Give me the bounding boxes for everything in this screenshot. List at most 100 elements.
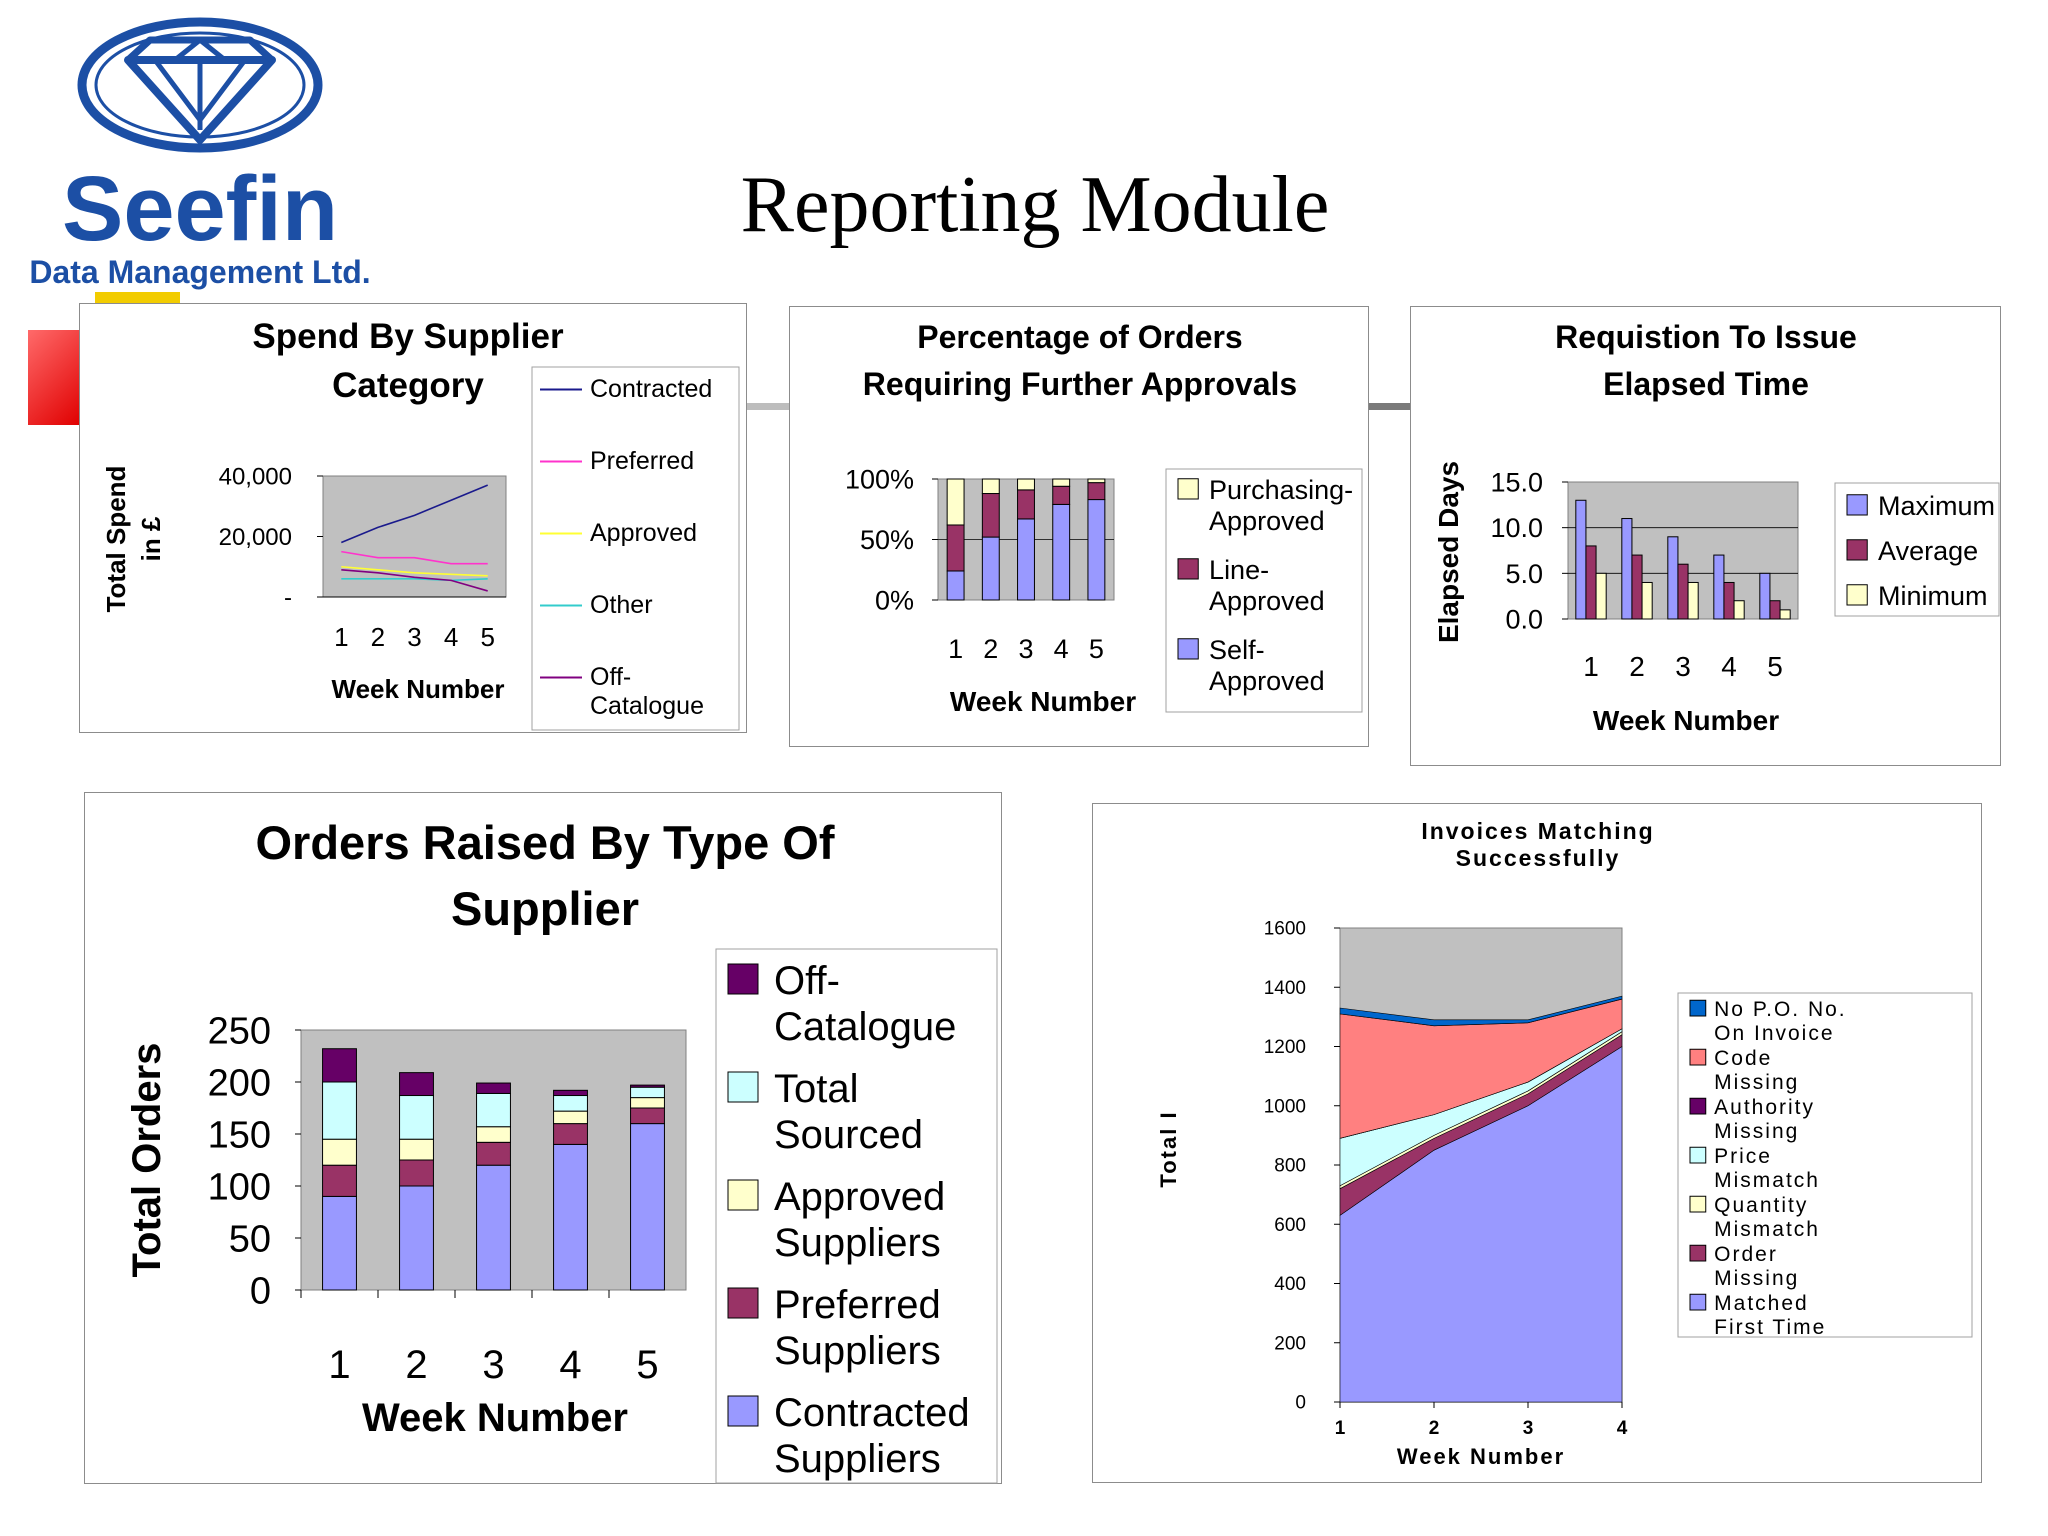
legend-label: Average — [1878, 536, 1978, 566]
legend-swatch — [1689, 1244, 1707, 1262]
bar-segment — [630, 1097, 665, 1109]
x-axis-label: Week Number — [362, 1396, 628, 1440]
x-axis-label: Week Number — [1593, 705, 1779, 736]
x-tick-label: 4 — [559, 1343, 581, 1387]
y-tick-label: 0.0 — [1505, 604, 1543, 634]
legend-label: Code — [1714, 1047, 1772, 1070]
bar-segment — [322, 1164, 357, 1197]
bar-segment — [476, 1126, 511, 1143]
y-axis-label: Total I — [1156, 1110, 1181, 1187]
x-tick-label: 3 — [482, 1343, 504, 1387]
spend-by-supplier-chart: - 20,000 40,000 1 2 3 4 5 Spend By Supplier Categ… — [101, 317, 740, 731]
bar-segment — [1052, 478, 1071, 487]
bar-segment — [322, 1138, 357, 1166]
decorative-bar — [95, 292, 180, 306]
legend-swatch — [727, 963, 759, 995]
series-line — [341, 578, 488, 582]
logo-name: Seefin — [62, 158, 338, 260]
bar-segment — [630, 1086, 665, 1099]
legend-label: Suppliers — [774, 1221, 941, 1265]
y-tick-label: 1200 — [1264, 1037, 1306, 1058]
legend-label: Authority — [1714, 1096, 1815, 1119]
y-tick-label: 100% — [845, 464, 914, 494]
bar-segment — [553, 1143, 588, 1291]
invoices-matching-chart: 0 200 400 600 800 1000 1200 1400 1600 1 2 3 4 Invoice… — [1156, 818, 1973, 1469]
x-tick-label: 5 — [480, 622, 494, 652]
logo-tagline: Data Management Ltd. — [29, 254, 370, 290]
legend-label: Off- — [774, 959, 840, 1003]
chart-title: Supplier — [451, 882, 639, 935]
x-tick-label: 1 — [948, 634, 963, 664]
y-axis-label: Total Spend — [101, 466, 131, 613]
legend-label: Mismatch — [1714, 1218, 1820, 1241]
y-tick-label: 5.0 — [1505, 559, 1543, 589]
legend-box — [1677, 992, 1973, 1338]
legend-swatch — [727, 1395, 759, 1427]
chart-title: Requistion To Issue — [1555, 319, 1857, 355]
chart-title: Successfully — [1456, 845, 1621, 871]
page-title: Reporting Module — [740, 161, 1330, 249]
bar-segment — [476, 1092, 511, 1128]
y-tick-label: 150 — [208, 1114, 271, 1156]
bar-segment — [1087, 482, 1106, 501]
bar-segment — [630, 1123, 665, 1291]
x-tick-label: 4 — [1617, 1418, 1628, 1439]
chart-panel-approvals: 0% 50% 100% 1 2 3 4 5 Percentage of Orders Requir… — [789, 306, 1369, 747]
legend-label: Total — [774, 1067, 859, 1111]
legend-label: Other — [590, 591, 653, 619]
legend-swatch — [1689, 999, 1707, 1017]
bar-segment — [946, 570, 965, 601]
chart-panel-elapsed: 0.0 5.0 10.0 15.0 1 2 3 4 5 Requistion To Issue El… — [1410, 306, 2001, 766]
legend-swatch — [1177, 558, 1199, 580]
y-tick-label: 600 — [1274, 1215, 1306, 1236]
bar-segment — [1052, 485, 1071, 505]
legend-label: Sourced — [774, 1113, 923, 1157]
y-tick-label: 200 — [208, 1062, 271, 1104]
bar-segment — [553, 1089, 588, 1097]
legend-swatch — [1689, 1097, 1707, 1115]
legend-label: Missing — [1714, 1267, 1799, 1290]
legend-box — [1165, 468, 1363, 713]
series-line — [341, 565, 488, 577]
y-tick-label: 1400 — [1264, 978, 1306, 999]
bar-segment — [322, 1195, 357, 1291]
bar-segment — [1017, 489, 1035, 520]
bar-segment — [322, 1081, 357, 1140]
legend-label: Preferred — [774, 1283, 941, 1327]
bar-segment — [399, 1159, 434, 1187]
y-tick-label: 10.0 — [1490, 513, 1543, 543]
legend-label: Line- — [1209, 555, 1269, 585]
x-tick-label: 3 — [407, 622, 421, 652]
x-axis-label: Week Number — [332, 674, 505, 704]
bar-segment — [630, 1107, 665, 1125]
bar-segment — [553, 1123, 588, 1145]
x-tick-label: 3 — [1675, 651, 1691, 682]
area-series — [1339, 995, 1623, 1027]
decorative-square — [28, 330, 80, 425]
y-axis-label: in £ — [136, 516, 166, 561]
legend-swatch — [727, 1071, 759, 1103]
legend-swatch — [1689, 1195, 1707, 1213]
bar — [1779, 609, 1791, 620]
bar — [1677, 563, 1689, 620]
diamond-logo-icon — [77, 17, 323, 153]
legend-swatch — [1846, 584, 1868, 606]
bar-segment — [399, 1138, 434, 1161]
legend-label: Contracted — [774, 1391, 970, 1435]
legend-swatch — [1689, 1048, 1707, 1066]
legend-label: Contracted — [590, 375, 712, 403]
y-axis-label: Elapsed Days — [1433, 461, 1464, 643]
legend-swatch — [727, 1179, 759, 1211]
y-tick-label: - — [284, 584, 292, 611]
legend-box — [531, 366, 740, 731]
x-tick-label: 2 — [371, 622, 385, 652]
y-tick-label: 0% — [875, 585, 914, 615]
x-tick-label: 2 — [1429, 1418, 1440, 1439]
x-tick-label: 1 — [1583, 651, 1599, 682]
bar-segment — [1087, 478, 1106, 484]
y-tick-label: 15.0 — [1490, 467, 1543, 497]
bar — [1631, 554, 1643, 620]
legend-label: First Time — [1714, 1316, 1826, 1339]
legend-label: Mismatch — [1714, 1169, 1820, 1192]
bar-segment — [476, 1164, 511, 1291]
